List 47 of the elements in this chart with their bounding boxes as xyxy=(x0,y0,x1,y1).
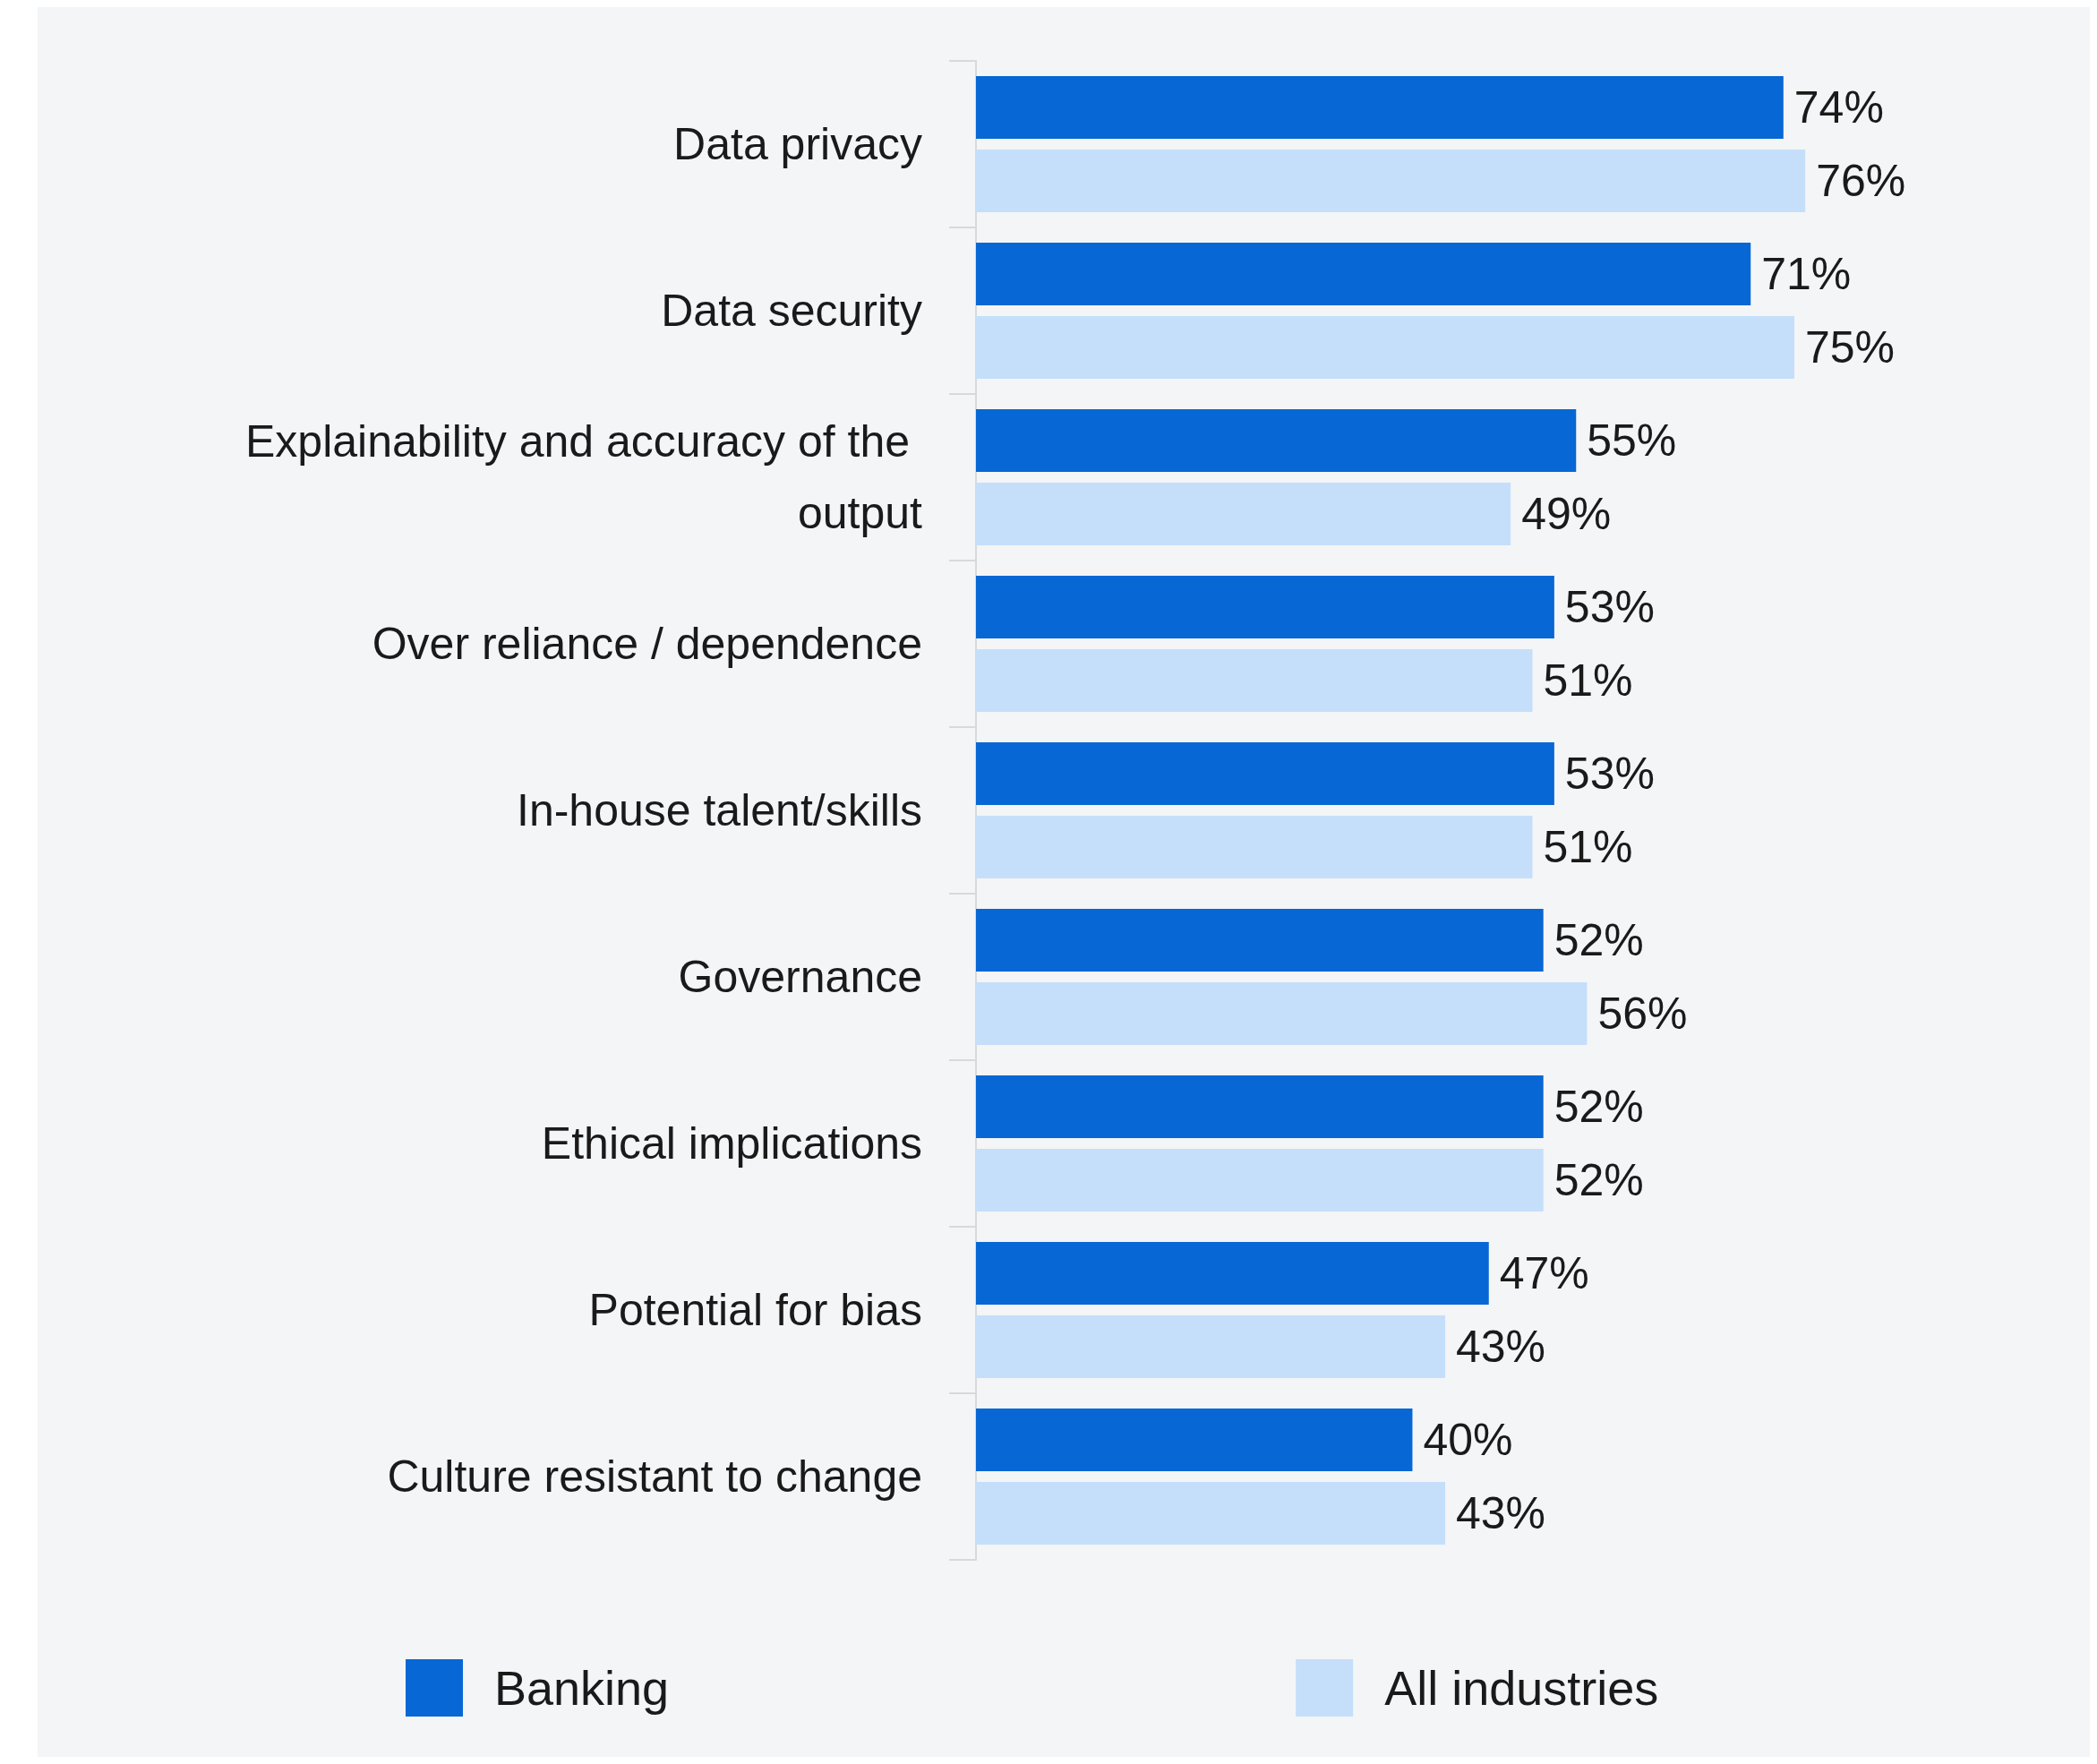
bar xyxy=(976,1481,1446,1545)
y-tick-label: Governance xyxy=(678,952,922,1002)
bar xyxy=(976,1314,1446,1378)
legend-label: Banking xyxy=(494,1661,670,1715)
data-label: 52% xyxy=(1553,915,1644,966)
y-tick-label: Culture resistant to change xyxy=(387,1451,922,1502)
bar xyxy=(976,1409,1413,1472)
y-tick-label: Ethical implications xyxy=(541,1118,922,1169)
data-label: 51% xyxy=(1543,655,1633,706)
y-tick-label: In-house talent/skills xyxy=(516,785,922,835)
bar xyxy=(976,149,1806,212)
data-label: 53% xyxy=(1564,582,1655,633)
y-tick-label: Data privacy xyxy=(673,119,922,169)
data-label: 47% xyxy=(1499,1248,1589,1299)
data-label: 56% xyxy=(1597,988,1688,1039)
bar xyxy=(976,648,1533,712)
y-tick-label: Explainability and accuracy of the output xyxy=(245,416,923,538)
bar xyxy=(976,815,1533,878)
data-label: 43% xyxy=(1456,1487,1546,1538)
bar xyxy=(976,1075,1544,1139)
y-tick-label: Data security xyxy=(661,286,922,336)
bar xyxy=(976,576,1554,639)
bar xyxy=(976,482,1511,545)
y-tick-label: Potential for bias xyxy=(588,1285,922,1335)
data-label: 40% xyxy=(1423,1415,1513,1466)
bar xyxy=(976,981,1588,1045)
data-label: 52% xyxy=(1553,1082,1644,1133)
data-label: 76% xyxy=(1816,155,1906,206)
bar xyxy=(976,1242,1489,1306)
data-label: 51% xyxy=(1543,821,1633,872)
data-label: 43% xyxy=(1456,1321,1546,1372)
data-label: 53% xyxy=(1564,749,1655,800)
y-tick-label: Over reliance / dependence xyxy=(372,619,922,669)
legend-label: All industries xyxy=(1384,1661,1659,1715)
bar xyxy=(976,315,1794,379)
data-label: 75% xyxy=(1804,321,1896,372)
bar xyxy=(976,409,1577,473)
data-label: 49% xyxy=(1521,488,1612,539)
data-label: 55% xyxy=(1587,415,1677,467)
data-label: 74% xyxy=(1793,82,1884,133)
bar xyxy=(976,1148,1544,1212)
data-label: 52% xyxy=(1553,1154,1644,1205)
bar xyxy=(976,742,1554,806)
bar xyxy=(976,76,1784,140)
bar xyxy=(976,243,1751,306)
data-label: 71% xyxy=(1761,249,1852,300)
bar xyxy=(976,909,1544,972)
